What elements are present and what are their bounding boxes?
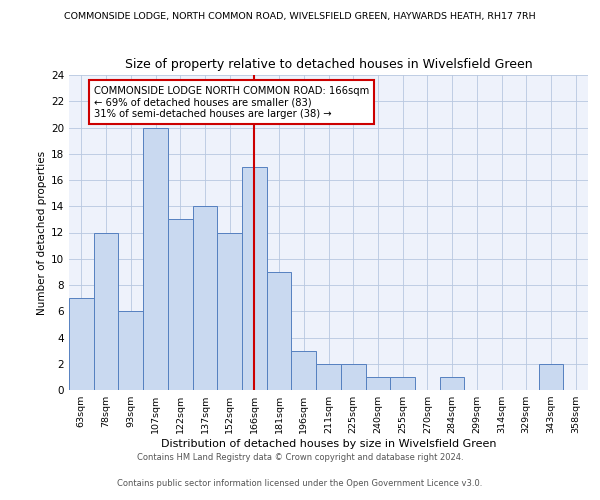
Bar [118, 311, 143, 390]
Y-axis label: Number of detached properties: Number of detached properties [37, 150, 47, 314]
Bar [292, 350, 316, 390]
Bar [242, 167, 267, 390]
Bar [390, 377, 415, 390]
Bar [217, 232, 242, 390]
Text: COMMONSIDE LODGE NORTH COMMON ROAD: 166sqm
← 69% of detached houses are smaller : COMMONSIDE LODGE NORTH COMMON ROAD: 166s… [94, 86, 369, 118]
Bar [365, 377, 390, 390]
Bar [168, 220, 193, 390]
Bar [440, 377, 464, 390]
Bar [316, 364, 341, 390]
Bar [267, 272, 292, 390]
Bar [193, 206, 217, 390]
Bar [94, 232, 118, 390]
X-axis label: Distribution of detached houses by size in Wivelsfield Green: Distribution of detached houses by size … [161, 439, 496, 449]
Text: Contains public sector information licensed under the Open Government Licence v3: Contains public sector information licen… [118, 478, 482, 488]
Bar [341, 364, 365, 390]
Title: Size of property relative to detached houses in Wivelsfield Green: Size of property relative to detached ho… [125, 58, 532, 71]
Bar [69, 298, 94, 390]
Bar [143, 128, 168, 390]
Text: COMMONSIDE LODGE, NORTH COMMON ROAD, WIVELSFIELD GREEN, HAYWARDS HEATH, RH17 7RH: COMMONSIDE LODGE, NORTH COMMON ROAD, WIV… [64, 12, 536, 22]
Text: Contains HM Land Registry data © Crown copyright and database right 2024.: Contains HM Land Registry data © Crown c… [137, 454, 463, 462]
Bar [539, 364, 563, 390]
